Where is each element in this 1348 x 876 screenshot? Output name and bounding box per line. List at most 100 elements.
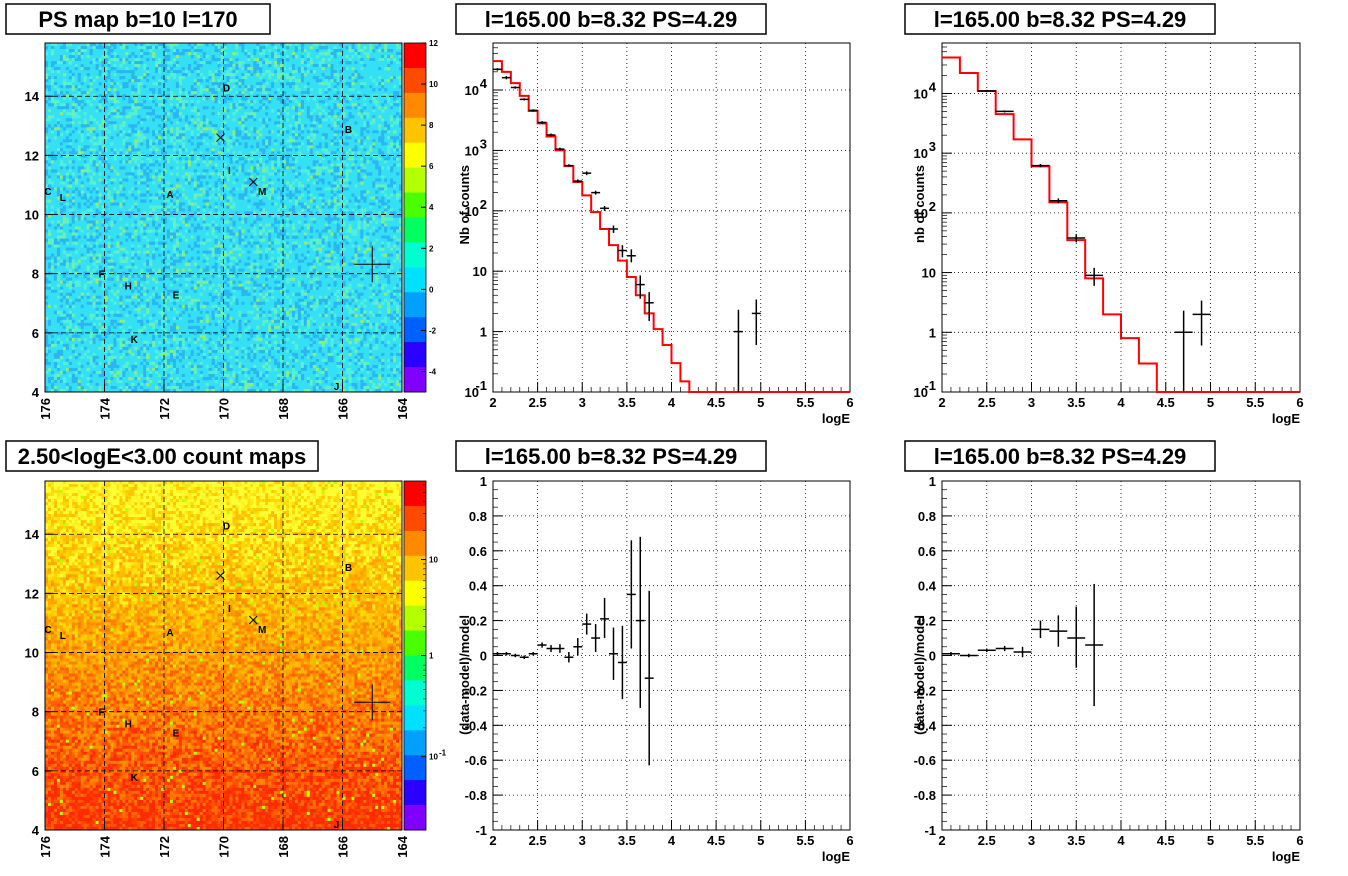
map-cell — [116, 196, 120, 200]
map-cell — [280, 196, 284, 200]
map-cell — [80, 106, 84, 110]
map-cell — [77, 181, 81, 185]
map-cell — [196, 208, 200, 212]
map-cell — [113, 172, 117, 176]
map-cell — [324, 79, 328, 83]
map-cell — [181, 133, 186, 137]
map-cell — [324, 46, 328, 50]
map-cell — [178, 115, 183, 119]
map-cell — [196, 181, 200, 185]
map-cell — [190, 169, 195, 173]
map-cell — [104, 193, 108, 197]
map-cell — [128, 160, 132, 164]
map-cell — [53, 82, 58, 86]
map-cell — [387, 121, 391, 125]
map-cell — [375, 178, 379, 182]
map-cell — [348, 145, 352, 149]
map-cell — [187, 139, 192, 143]
map-cell — [184, 70, 189, 74]
map-cell — [303, 58, 308, 62]
map-cell — [137, 157, 141, 161]
map-cell — [357, 52, 361, 56]
map-cell — [303, 73, 308, 77]
map-cell — [217, 85, 221, 89]
map-cell — [178, 73, 183, 77]
map-cell — [196, 178, 200, 182]
map-cell — [399, 199, 403, 203]
map-cell — [381, 67, 385, 71]
map-cell — [285, 97, 290, 101]
map-cell — [155, 127, 159, 131]
map-cell — [336, 136, 340, 140]
map-cell — [217, 154, 221, 158]
map-cell — [241, 184, 245, 188]
map-cell — [277, 211, 281, 215]
map-cell — [143, 106, 147, 110]
map-cell — [280, 157, 284, 161]
map-cell — [256, 106, 260, 110]
map-cell — [375, 73, 379, 77]
map-cell — [202, 211, 206, 215]
map-cell — [166, 190, 171, 194]
map-cell — [378, 67, 382, 71]
map-cell — [95, 166, 99, 170]
map-cell — [238, 196, 242, 200]
map-cell — [294, 115, 299, 119]
map-cell — [315, 148, 319, 152]
map-cell — [348, 196, 352, 200]
map-cell — [348, 199, 352, 203]
map-cell — [318, 187, 322, 191]
map-cell — [140, 103, 144, 107]
map-cell — [104, 181, 108, 185]
map-cell — [152, 88, 156, 92]
map-cell — [247, 124, 251, 128]
map-cell — [80, 55, 84, 59]
map-cell — [172, 103, 177, 107]
map-cell — [247, 184, 251, 188]
map-cell — [95, 64, 99, 68]
map-cell — [193, 163, 198, 167]
map-cell — [190, 172, 195, 176]
map-cell — [300, 73, 305, 77]
map-cell — [250, 103, 254, 107]
map-cell — [140, 55, 144, 59]
map-cell — [172, 163, 177, 167]
map-cell — [375, 118, 379, 122]
map-cell — [268, 163, 272, 167]
map-cell — [250, 109, 254, 113]
map-cell — [256, 142, 260, 146]
map-cell — [396, 64, 400, 68]
map-cell — [280, 118, 284, 122]
map-cell — [294, 166, 299, 170]
map-cell — [181, 193, 186, 197]
map-cell — [89, 76, 93, 80]
map-cell — [107, 139, 111, 143]
map-cell — [50, 169, 55, 173]
map-cell — [321, 130, 325, 134]
map-cell — [378, 136, 382, 140]
map-cell — [375, 109, 379, 113]
map-cell — [390, 193, 394, 197]
map-cell — [128, 148, 132, 152]
map-cell — [134, 154, 138, 158]
map-cell — [53, 178, 58, 182]
map-cell — [80, 124, 84, 128]
map-cell — [205, 85, 209, 89]
map-cell — [333, 55, 337, 59]
map-cell — [50, 175, 55, 179]
map-cell — [369, 160, 373, 164]
map-cell — [247, 157, 251, 161]
map-cell — [229, 157, 233, 161]
map-cell — [211, 97, 215, 101]
map-cell — [98, 148, 102, 152]
map-cell — [217, 196, 221, 200]
map-cell — [193, 211, 198, 215]
map-cell — [294, 199, 299, 203]
map-cell — [80, 85, 84, 89]
map-cell — [303, 175, 308, 179]
map-cell — [306, 130, 311, 134]
map-cell — [288, 118, 293, 122]
map-cell — [315, 103, 319, 107]
map-cell — [235, 211, 239, 215]
map-cell — [131, 103, 135, 107]
